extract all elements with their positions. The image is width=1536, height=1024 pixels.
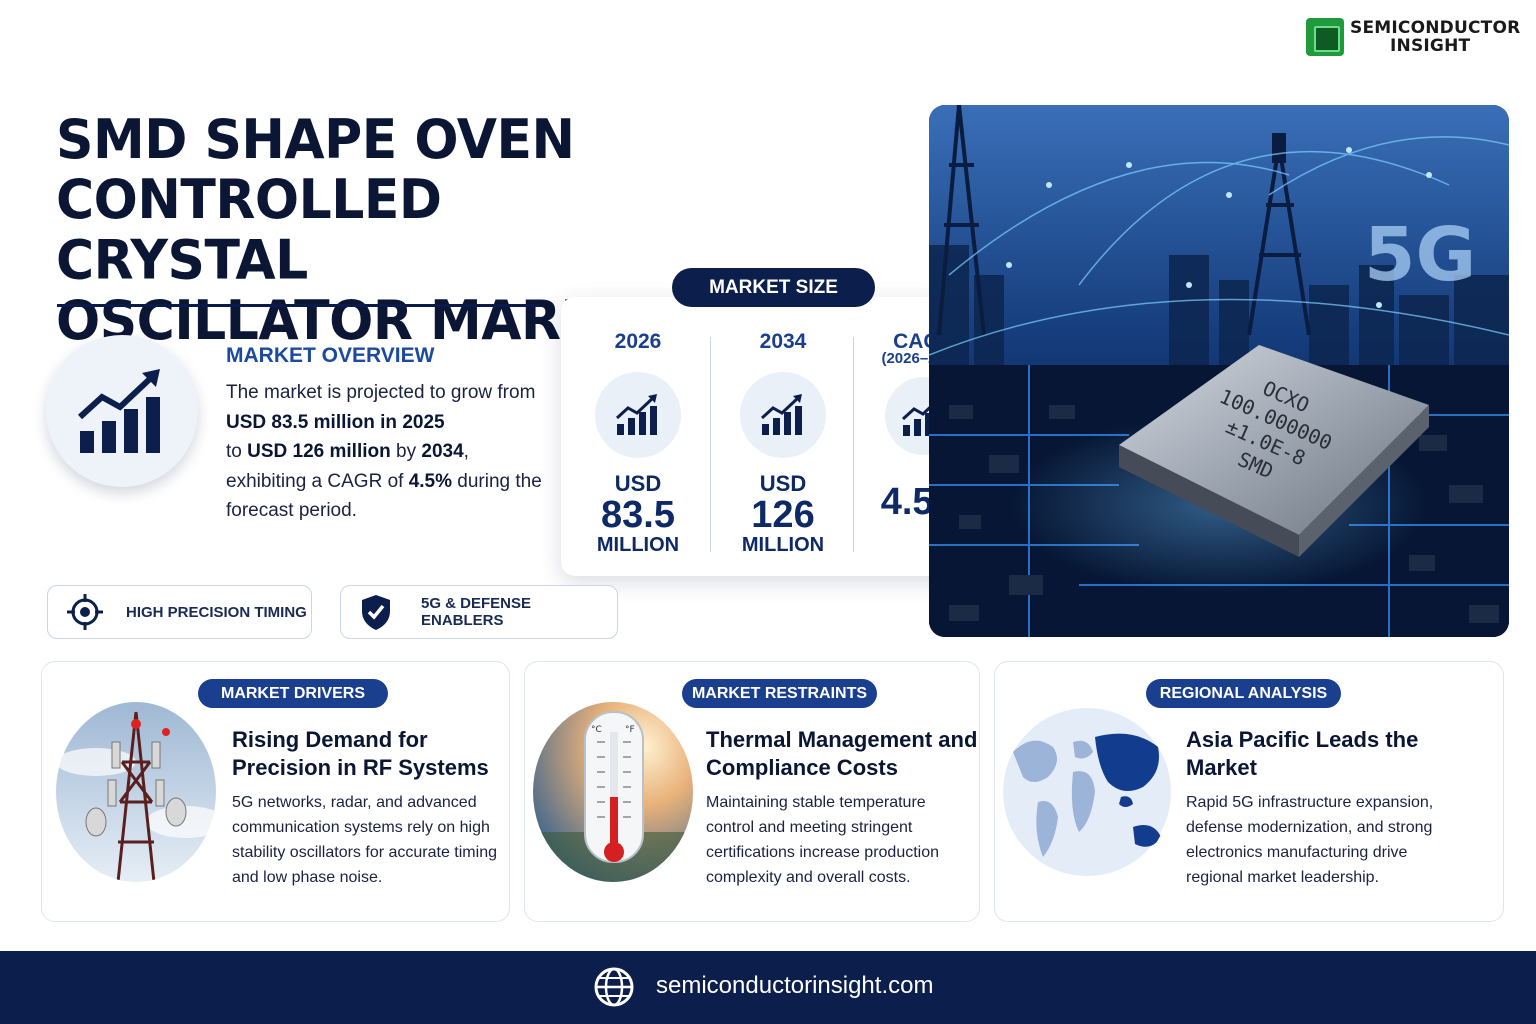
feature-label: HIGH PRECISION TIMING — [126, 603, 307, 621]
market-drivers-pill: MARKET DRIVERS — [198, 679, 388, 708]
market-size-2034: 2034 USD 126 MILLION — [713, 330, 853, 556]
thermometer-image: °C °F — [533, 702, 693, 882]
growth-chart-icon — [46, 335, 198, 487]
unit-label: MILLION — [596, 534, 680, 556]
cell-tower-image — [56, 702, 216, 882]
target-icon — [67, 594, 103, 630]
market-value: 126 — [751, 494, 815, 536]
drivers-text: 5G networks, radar, and advanced communi… — [232, 794, 497, 886]
year-label: 2034 — [759, 330, 807, 353]
hero-image: 5G OCXO 100.000000 ±1.0E-8 SMD — [929, 105, 1509, 637]
currency-label: USD — [614, 471, 662, 496]
column-divider — [853, 337, 854, 552]
footer-bar — [0, 951, 1536, 1024]
website-link[interactable]: semiconductorinsight.com — [656, 972, 934, 999]
shield-check-icon — [362, 595, 390, 630]
brand-name: SEMICONDUCTOR INSIGHT — [1350, 19, 1520, 55]
restraints-heading: Thermal Management and Compliance Costs — [706, 727, 978, 780]
growth-chart-icon — [740, 372, 826, 458]
currency-label: USD — [759, 471, 807, 496]
regional-analysis-pill: REGIONAL ANALYSIS — [1146, 679, 1341, 708]
drivers-heading: Rising Demand for Precision in RF System… — [232, 727, 489, 780]
market-value: 83.5 — [601, 494, 675, 536]
title-divider — [57, 304, 540, 307]
globe-icon — [594, 967, 634, 1007]
svg-text:°F: °F — [625, 725, 635, 735]
restraints-text: Maintaining stable temperature control a… — [706, 794, 940, 886]
feature-label: 5G & DEFENSE ENABLERS — [421, 595, 532, 629]
svg-text:°C: °C — [591, 725, 602, 735]
brand-line-2: INSIGHT — [1390, 36, 1471, 56]
market-size-2026: 2026 USD 83.5 MILLION — [568, 330, 708, 556]
year-label: 2026 — [614, 330, 662, 353]
regional-heading: Asia Pacific Leads the Market — [1186, 727, 1419, 780]
column-divider — [710, 337, 711, 552]
brand-line-1: SEMICONDUCTOR — [1350, 18, 1521, 38]
world-map-image — [1003, 702, 1171, 882]
regional-text: Rapid 5G infrastructure expansion, defen… — [1186, 794, 1434, 886]
5g-badge: 5G — [1364, 212, 1476, 298]
feature-high-precision: HIGH PRECISION TIMING — [47, 585, 312, 639]
overview-text: The market is projected to grow from USD… — [226, 382, 542, 521]
feature-5g-defense: 5G & DEFENSE ENABLERS — [340, 585, 618, 639]
chip-logo-icon — [1306, 18, 1344, 56]
unit-label: MILLION — [741, 534, 825, 556]
overview-heading: MARKET OVERVIEW — [226, 344, 435, 367]
growth-chart-icon — [595, 372, 681, 458]
market-restraints-pill: MARKET RESTRAINTS — [682, 679, 877, 708]
brand-logo: SEMICONDUCTOR INSIGHT — [1306, 18, 1520, 56]
market-size-label: MARKET SIZE — [672, 268, 875, 307]
